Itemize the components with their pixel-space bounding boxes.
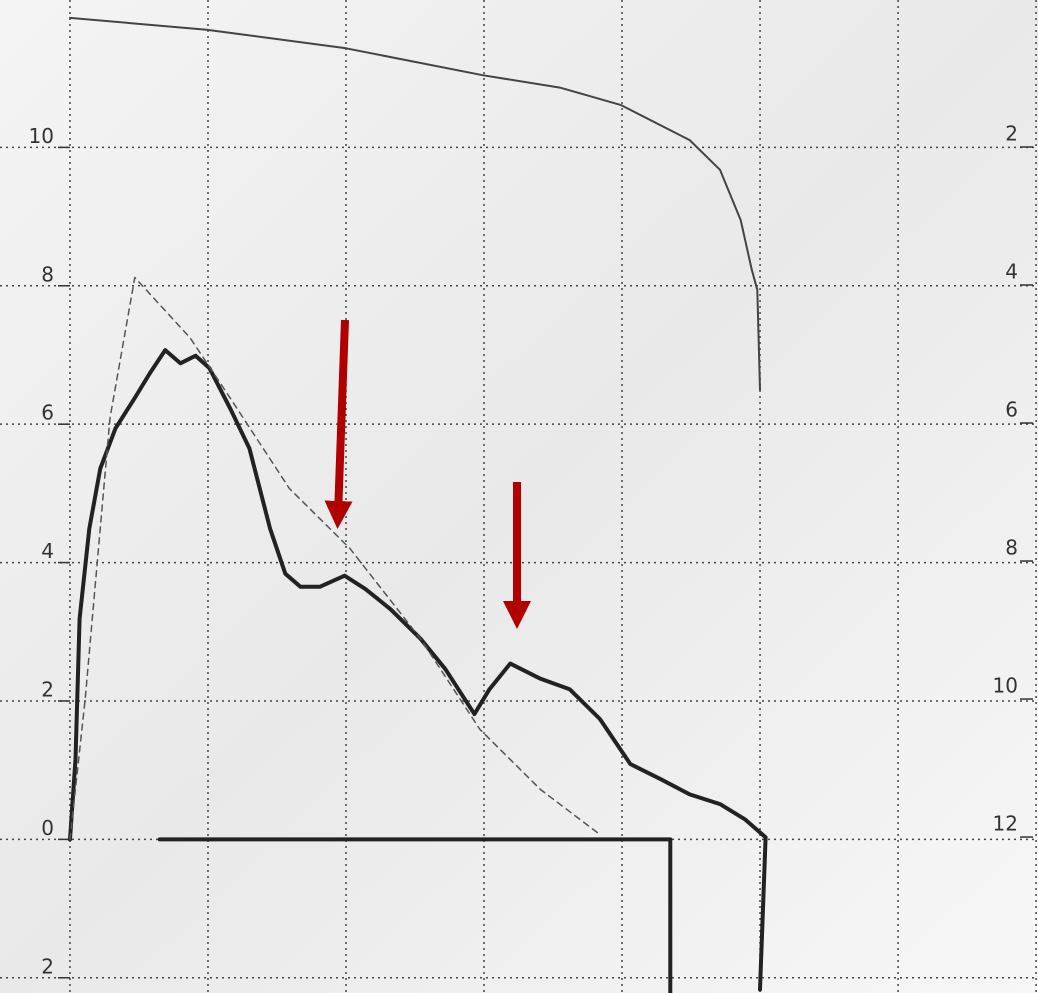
y2-tick-label: 4 [1005, 259, 1018, 283]
line-series [68, 348, 768, 992]
y-tick-label: 0 [41, 816, 54, 840]
arrow [324, 319, 353, 529]
y-tick-label: 6 [41, 401, 54, 425]
line-series [157, 837, 673, 993]
y2-tick-label: 2 [1005, 121, 1018, 145]
line-series [69, 276, 601, 841]
y-tick-label: 8 [41, 262, 54, 286]
y2-tick-label: 6 [1005, 398, 1018, 422]
y2-tick-label: 8 [1005, 536, 1018, 560]
y2-tick-label: 10 [993, 674, 1018, 698]
y-tick-label: 2 [41, 954, 54, 978]
line-series [69, 16, 761, 391]
y2-tick-label: 12 [993, 812, 1018, 836]
y-tick-label: 10 [29, 124, 54, 148]
y-tick-label: 4 [41, 539, 54, 563]
y-tick-label: 2 [41, 677, 54, 701]
